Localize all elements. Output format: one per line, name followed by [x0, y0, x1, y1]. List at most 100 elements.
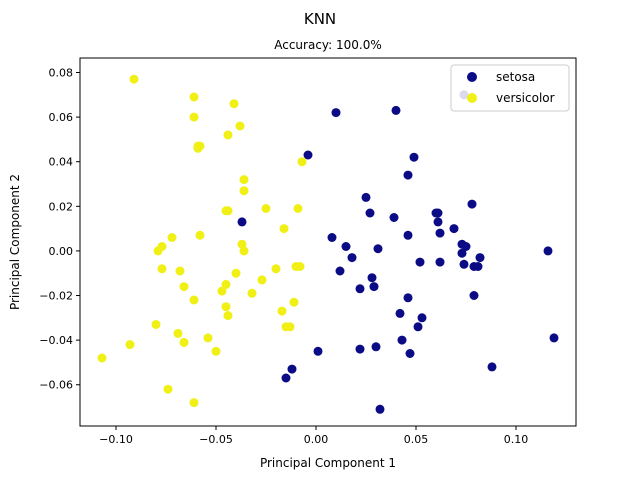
x-tick-label: −0.10	[99, 433, 133, 446]
point-setosa-34	[469, 291, 479, 300]
point-setosa-44	[355, 344, 365, 354]
point-setosa-7	[365, 208, 375, 218]
y-tick-label: 0.06	[49, 111, 74, 124]
chart-subtitle: Accuracy: 100.0%	[274, 38, 382, 52]
point-versicolor-16	[195, 230, 205, 240]
point-versicolor-0	[129, 74, 139, 84]
point-versicolor-21	[239, 246, 249, 256]
x-axis-label: Principal Component 1	[260, 456, 396, 470]
point-versicolor-49	[193, 141, 203, 151]
point-setosa-36	[543, 246, 553, 256]
point-setosa-42	[397, 335, 407, 345]
point-setosa-10	[327, 233, 337, 242]
point-setosa-22	[435, 228, 445, 238]
point-versicolor-30	[189, 295, 199, 305]
y-tick-label: −0.06	[39, 379, 73, 392]
point-versicolor-46	[97, 353, 107, 363]
point-versicolor-19	[153, 246, 163, 256]
point-setosa-8	[389, 213, 399, 222]
plot-frame	[79, 57, 577, 427]
point-versicolor-27	[157, 264, 167, 274]
x-tick-label: 0.00	[304, 433, 329, 446]
legend-marker-versicolor	[467, 93, 477, 103]
point-setosa-48	[287, 364, 297, 374]
point-setosa-3	[391, 105, 401, 115]
points-layer	[97, 74, 559, 414]
point-setosa-23	[433, 208, 443, 218]
y-tick-label: 0.02	[49, 200, 74, 213]
point-versicolor-33	[247, 288, 257, 298]
point-versicolor-26	[257, 275, 267, 285]
point-versicolor-2	[189, 112, 199, 122]
point-setosa-40	[395, 308, 405, 318]
point-setosa-11	[341, 242, 351, 251]
point-setosa-9	[403, 230, 413, 240]
point-setosa-26	[461, 242, 471, 251]
y-axis-ticks: −0.06 −0.04 −0.02 0.00 0.02 0.04 0.06 0.08	[39, 66, 80, 392]
point-versicolor-39	[285, 322, 295, 332]
point-versicolor-34	[289, 297, 299, 307]
point-versicolor-45	[125, 340, 135, 350]
point-versicolor-15	[279, 224, 289, 234]
point-versicolor-29	[179, 282, 189, 292]
x-tick-label: −0.05	[199, 433, 233, 446]
point-versicolor-32	[217, 286, 227, 296]
point-setosa-2	[331, 108, 341, 118]
point-versicolor-24	[295, 262, 305, 271]
point-setosa-27	[457, 248, 467, 258]
legend: setosa versicolor	[450, 64, 570, 112]
point-versicolor-42	[203, 333, 213, 343]
point-versicolor-9	[239, 175, 249, 185]
point-versicolor-36	[277, 306, 287, 316]
point-versicolor-37	[223, 311, 233, 321]
legend-marker-setosa	[467, 72, 477, 82]
point-versicolor-40	[151, 320, 161, 329]
point-setosa-46	[313, 346, 323, 356]
y-tick-label: −0.04	[39, 334, 73, 347]
point-setosa-12	[347, 253, 357, 263]
point-versicolor-17	[167, 233, 177, 242]
point-setosa-39	[417, 313, 427, 323]
point-setosa-32	[467, 199, 477, 209]
point-versicolor-25	[271, 264, 281, 274]
point-setosa-43	[405, 349, 415, 358]
point-versicolor-28	[175, 266, 185, 276]
point-versicolor-35	[221, 302, 231, 312]
point-versicolor-48	[189, 398, 199, 408]
point-versicolor-10	[239, 186, 249, 196]
point-versicolor-13	[261, 204, 271, 213]
legend-label-setosa: setosa	[496, 70, 535, 84]
point-setosa-5	[403, 170, 413, 180]
point-setosa-38	[487, 362, 497, 372]
point-setosa-28	[459, 259, 469, 269]
point-setosa-6	[361, 192, 371, 202]
point-versicolor-31	[221, 279, 231, 289]
point-setosa-16	[355, 284, 365, 294]
point-setosa-41	[413, 322, 423, 332]
point-setosa-47	[281, 373, 291, 383]
point-setosa-14	[373, 244, 383, 254]
point-versicolor-5	[235, 121, 245, 131]
chart-title: KNN	[304, 10, 336, 28]
y-tick-label: 0.04	[49, 156, 74, 169]
x-axis-ticks: −0.10 −0.05 0.00 0.05 0.10	[99, 426, 528, 446]
point-versicolor-22	[231, 268, 241, 278]
point-setosa-13	[335, 266, 345, 276]
legend-label-versicolor: versicolor	[496, 91, 555, 105]
y-tick-label: 0.00	[49, 245, 74, 258]
point-versicolor-14	[293, 204, 303, 213]
point-setosa-21	[433, 217, 443, 227]
point-setosa-15	[367, 273, 377, 283]
point-versicolor-4	[223, 130, 233, 140]
y-tick-label: −0.02	[39, 290, 73, 303]
point-versicolor-44	[211, 346, 221, 356]
point-setosa-49	[375, 404, 385, 414]
point-setosa-33	[435, 257, 445, 267]
point-versicolor-47	[163, 384, 173, 394]
point-setosa-17	[369, 282, 379, 292]
y-axis-label: Principal Component 2	[8, 174, 22, 310]
point-setosa-1	[303, 150, 313, 160]
point-setosa-19	[415, 257, 425, 267]
point-versicolor-43	[179, 337, 189, 347]
